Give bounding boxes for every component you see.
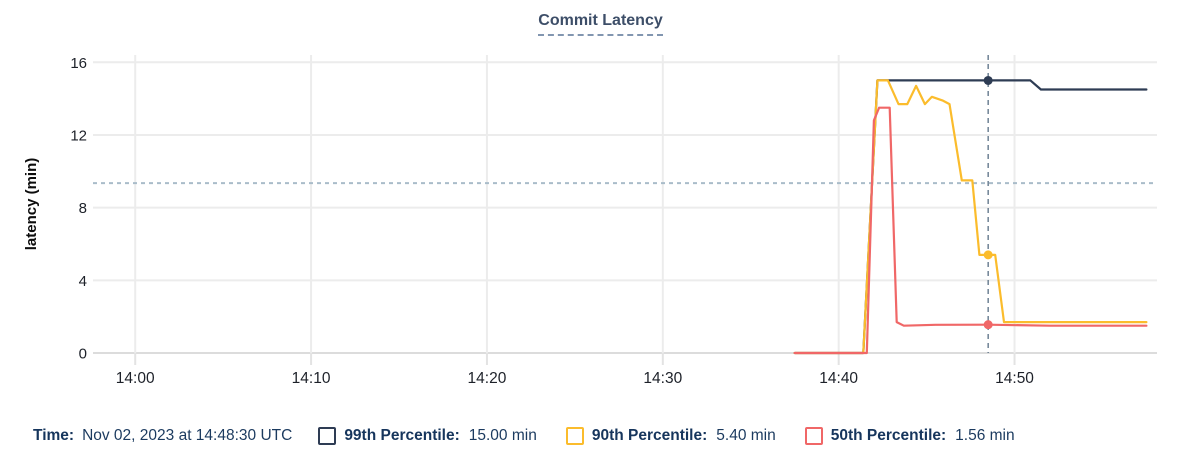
cursor-marker-50th-percentile[interactable] — [983, 320, 993, 330]
legend-item-50th-percentile[interactable]: 50th Percentile: 1.56 min — [804, 427, 1015, 445]
time-value: Nov 02, 2023 at 14:48:30 UTC — [82, 427, 293, 444]
commit-latency-chart[interactable]: 0 4 8 12 16 14:00 14:10 14:20 14:30 14:40 14:50 lat… — [0, 0, 1201, 410]
legend-item-value: 15.00 min — [468, 427, 537, 444]
series-line-90th-percentile — [793, 79, 1148, 355]
y-tick-label: 16 — [70, 55, 87, 72]
series-color-swatch-icon — [565, 427, 584, 445]
x-tick-label: 14:00 — [116, 370, 155, 387]
time-label: Time: — [33, 427, 75, 444]
legend-item-value: 1.56 min — [955, 427, 1015, 444]
series-color-swatch-icon — [804, 427, 823, 445]
legend-item-label: 50th Percentile: — [830, 427, 947, 444]
cursor-marker-99th-percentile[interactable] — [983, 75, 993, 85]
x-tick-label: 14:20 — [468, 370, 507, 387]
legend-bar: Time: Nov 02, 2023 at 14:48:30 UTC 99th … — [33, 423, 1193, 449]
legend-time: Time: Nov 02, 2023 at 14:48:30 UTC — [33, 427, 292, 445]
y-tick-label: 0 — [79, 346, 87, 363]
y-axis-label: latency (min) — [23, 158, 40, 251]
legend-item-99th-percentile[interactable]: 99th Percentile: 15.00 min — [318, 427, 537, 445]
series-color-swatch-icon — [318, 427, 337, 445]
y-tick-label: 8 — [79, 200, 87, 217]
chart-title[interactable]: Commit Latency — [538, 12, 663, 36]
x-tick-label: 14:40 — [819, 370, 858, 387]
legend-item-label: 90th Percentile: — [591, 427, 708, 444]
chart-title-row: Commit Latency — [0, 12, 1201, 36]
x-tick-label: 14:30 — [643, 370, 682, 387]
legend-item-value: 5.40 min — [716, 427, 776, 444]
cursor-marker-90th-percentile[interactable] — [983, 250, 993, 260]
y-tick-label: 12 — [70, 127, 87, 144]
legend-item-90th-percentile[interactable]: 90th Percentile: 5.40 min — [565, 427, 776, 445]
x-tick-label: 14:10 — [292, 370, 331, 387]
series-line-50th-percentile — [793, 106, 1148, 355]
series-line-99th-percentile — [793, 79, 1148, 355]
x-tick-label: 14:50 — [995, 370, 1034, 387]
legend-item-label: 99th Percentile: — [344, 427, 460, 444]
y-tick-label: 4 — [79, 273, 87, 290]
legend-items: 99th Percentile: 15.00 min 90th Percentile… — [318, 427, 1015, 445]
